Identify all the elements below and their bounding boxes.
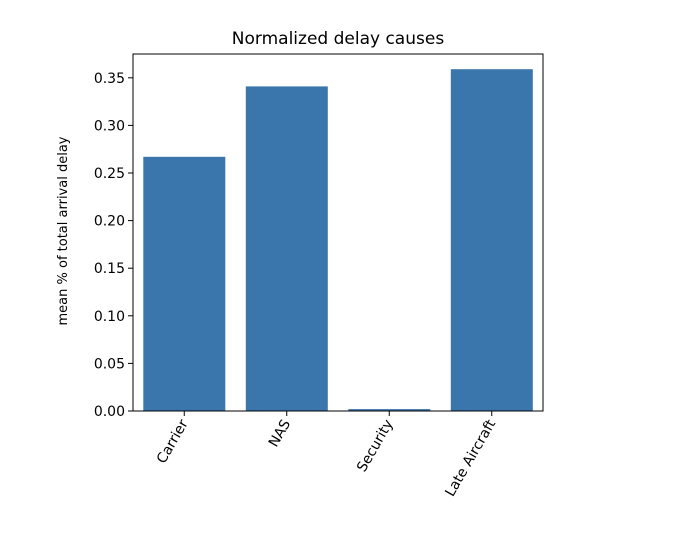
x-tick-label: Late Aircraft [442, 417, 499, 500]
y-axis: 0.00 0.05 0.10 0.15 0.20 0.25 0.30 0.35 [94, 71, 133, 420]
x-tick-label: NAS [266, 417, 294, 450]
plot-frame [132, 53, 544, 412]
y-axis-label: mean % of total arrival delay [56, 136, 71, 325]
bar-late-aircraft [450, 69, 533, 411]
y-tick-label: 0.20 [94, 214, 125, 230]
y-tick-label: 0.15 [94, 261, 125, 277]
chart-title: Normalized delay causes [232, 29, 445, 49]
y-tick-label: 0.35 [94, 71, 125, 87]
y-tick-label: 0.30 [94, 118, 125, 134]
bar-carrier [143, 156, 226, 411]
x-tick-label: Carrier [154, 417, 192, 467]
y-tick-label: 0.05 [94, 356, 125, 372]
y-tick-label: 0.00 [94, 404, 125, 420]
bars-group [143, 69, 533, 412]
bar-nas [245, 86, 328, 412]
x-tick-label: Security [354, 417, 397, 475]
y-tick-label: 0.10 [94, 309, 125, 325]
x-axis: Carrier NAS Security Late Aircraft [154, 411, 499, 500]
bar-security [348, 409, 431, 411]
y-tick-label: 0.25 [94, 166, 125, 182]
